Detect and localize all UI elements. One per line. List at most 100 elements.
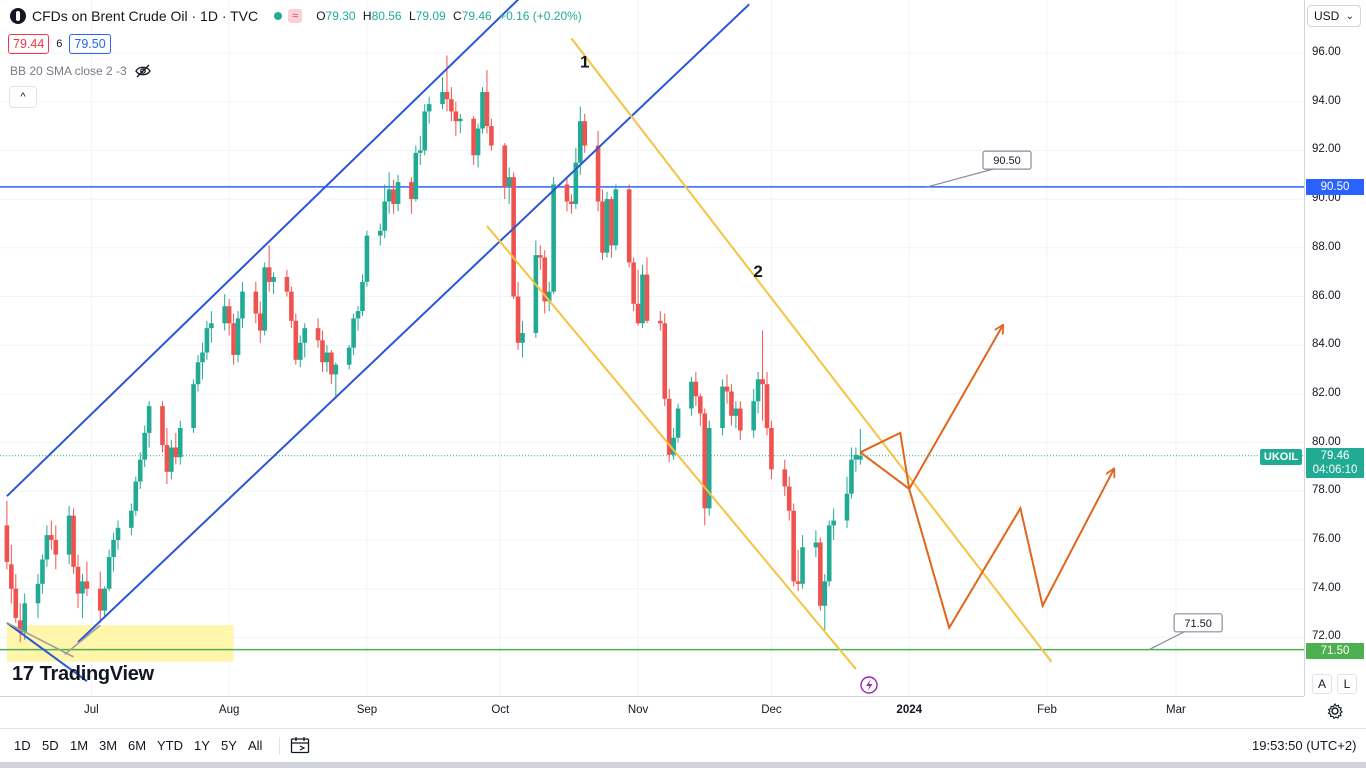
last-price-tag: 79.46 04:06:10 — [1306, 448, 1364, 478]
chart-canvas[interactable]: 90.50 71.50 1 2 — [0, 0, 1304, 696]
price-tick: 88.00 — [1312, 240, 1341, 253]
candle-body — [253, 291, 259, 314]
currency-selector[interactable]: USD ⌄ — [1307, 5, 1361, 27]
candle-body — [395, 182, 401, 204]
resistance-price-tag: 90.50 — [1306, 179, 1364, 195]
candle-body — [111, 540, 116, 558]
indicator-legend[interactable]: BB 20 SMA close 2 -3 — [10, 64, 151, 78]
ask-price[interactable]: 79.50 — [69, 34, 111, 54]
range-button-1y[interactable]: 1Y — [194, 738, 210, 753]
candle-body — [849, 459, 854, 494]
bullish-scenario-path — [859, 326, 1002, 492]
candle-body — [564, 184, 570, 202]
log-scale-button[interactable]: L — [1337, 674, 1357, 694]
candle-body — [164, 445, 170, 472]
candle-body — [195, 362, 201, 385]
candle-body — [360, 281, 365, 312]
range-button-ytd[interactable]: YTD — [157, 738, 183, 753]
candle-body — [160, 406, 165, 446]
candle-body — [102, 588, 107, 611]
candle-body — [191, 384, 196, 428]
wave-label-1: 1 — [580, 53, 589, 72]
settings-gear-icon[interactable] — [1327, 703, 1343, 719]
candle-body — [640, 274, 645, 324]
price-axis[interactable] — [1304, 0, 1366, 696]
callout-box — [982, 150, 1032, 170]
candle-body — [537, 255, 543, 258]
candle-body — [689, 381, 694, 409]
price-tick: 76.00 — [1312, 533, 1341, 545]
rising-channel-upper-line — [6, 0, 520, 497]
eye-hidden-icon[interactable] — [134, 64, 151, 78]
candle-body — [297, 342, 303, 360]
callout-pointer — [1148, 631, 1185, 651]
bar-countdown: 04:06:10 — [1312, 464, 1358, 476]
range-button-5d[interactable]: 5D — [42, 738, 59, 753]
timezone-clock[interactable]: 19:53:50 (UTC+2) — [1252, 738, 1357, 753]
candle-body — [177, 427, 183, 458]
falling-channel-lower-line — [486, 225, 857, 670]
auto-scale-button[interactable]: A — [1312, 674, 1332, 694]
candle-body — [169, 447, 174, 472]
time-tick: 2024 — [896, 704, 923, 716]
candle-body — [853, 454, 859, 460]
bottom-strip — [0, 762, 1366, 768]
candle-body — [844, 493, 850, 521]
market-status-badge[interactable]: ≈ — [288, 9, 303, 23]
price-tick: 74.00 — [1312, 581, 1341, 594]
candle-body — [329, 352, 334, 375]
range-button-6m[interactable]: 6M — [128, 738, 147, 753]
market-open-dot-icon — [274, 12, 283, 20]
chart-plot-area[interactable]: 90.50 71.50 1 2 — [0, 0, 1304, 696]
range-button-5y[interactable]: 5Y — [221, 738, 237, 753]
time-tick: Feb — [1037, 704, 1057, 716]
candle-body — [142, 432, 147, 460]
candle-body — [484, 91, 490, 127]
bearish-scenario-path — [859, 451, 1113, 631]
ohlc-values: O79.30 H80.56 L79.09 C79.46 +0.16 (+0.20… — [316, 9, 586, 23]
candle-body — [546, 291, 552, 302]
falling-channel-upper-line — [570, 37, 1053, 663]
bid-price[interactable]: 79.44 — [8, 34, 50, 54]
callout-label: 71.50 — [1184, 618, 1212, 630]
candle-body — [440, 91, 445, 105]
indicator-label[interactable]: BB 20 SMA close 2 -3 — [10, 64, 127, 78]
candle-body — [582, 121, 588, 146]
candle-body — [826, 525, 832, 582]
range-button-3m[interactable]: 3M — [99, 738, 118, 753]
candle-body — [351, 318, 356, 348]
candle-body — [449, 99, 454, 112]
range-button-1d[interactable]: 1D — [14, 738, 31, 753]
candle-body — [644, 274, 650, 321]
candle-body — [80, 581, 85, 594]
candle-body — [626, 189, 632, 263]
range-button-1m[interactable]: 1M — [70, 738, 89, 753]
range-button-all[interactable]: All — [248, 738, 263, 753]
candle-body — [173, 447, 179, 458]
close-key: C — [453, 9, 462, 23]
chevron-up-icon: ^ — [20, 91, 26, 103]
time-axis[interactable] — [0, 696, 1304, 727]
candle-body — [533, 255, 539, 334]
last-price: 79.46 — [1320, 450, 1350, 462]
candle-body — [315, 328, 321, 341]
time-tick: Aug — [218, 704, 240, 716]
open-value: 79.30 — [325, 9, 356, 23]
change-value: +0.16 (+0.20%) — [499, 9, 582, 23]
callout-pointer — [926, 168, 994, 188]
candle-body — [751, 401, 756, 431]
candle-body — [53, 540, 59, 555]
callout-box — [1173, 613, 1223, 633]
candle-body — [209, 323, 214, 329]
collapse-legend-button[interactable]: ^ — [9, 86, 37, 108]
symbol-title[interactable]: CFDs on Brent Crude Oil · 1D · TVC — [32, 8, 259, 24]
grid — [0, 0, 1304, 696]
chevron-down-icon: ⌄ — [1345, 10, 1354, 22]
rising-channel-lower-line — [77, 3, 750, 643]
candle-body — [520, 333, 525, 343]
candle-body — [66, 515, 72, 555]
price-tick: 96.00 — [1312, 46, 1341, 58]
candle-body — [257, 313, 263, 331]
go-to-date-calendar-icon[interactable] — [290, 736, 310, 754]
price-tick: 72.00 — [1312, 630, 1341, 643]
